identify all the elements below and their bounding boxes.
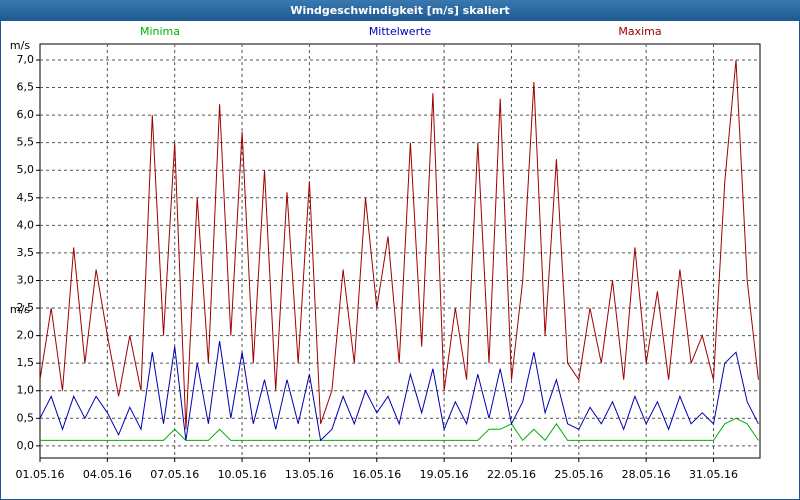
x-tick-label: 28.05.16 (622, 468, 671, 481)
x-tick-label: 10.05.16 (218, 468, 267, 481)
y-tick-label: 6,0 (17, 108, 35, 121)
x-tick-label: 13.05.16 (285, 468, 334, 481)
y-tick-label: 0,5 (17, 411, 35, 424)
y-tick-label: 4,0 (17, 218, 35, 231)
x-tick-label: 01.05.16 (16, 468, 65, 481)
legend-label: Minima (140, 25, 180, 38)
chart-title: Windgeschwindigkeit [m/s] skaliert (290, 4, 509, 17)
y-tick-label: 7,0 (17, 53, 35, 66)
y-unit-label: m/s (10, 39, 30, 52)
y-tick-label: 5,0 (17, 163, 35, 176)
series-line (40, 417, 759, 442)
title-bar (0, 0, 800, 21)
y-tick-label: 0,0 (17, 439, 35, 452)
plot-area (39, 43, 761, 459)
y-tick-label: 3,0 (17, 273, 35, 286)
y-tick-label: 1,0 (17, 384, 35, 397)
y-unit-label: m/s (10, 303, 30, 316)
series-line (39, 59, 759, 430)
y-tick-label: 1,5 (17, 356, 35, 369)
series-line (39, 341, 759, 442)
y-tick-label: 5,5 (17, 136, 35, 149)
y-tick-label: 4,5 (17, 191, 35, 204)
y-tick-label: 3,5 (17, 246, 35, 259)
x-tick-label: 25.05.16 (554, 468, 603, 481)
legend-label: Mittelwerte (369, 25, 432, 38)
y-tick-label: 2,0 (17, 329, 35, 342)
x-tick-label: 22.05.16 (487, 468, 536, 481)
x-tick-label: 07.05.16 (150, 468, 199, 481)
y-tick-label: 6,5 (17, 81, 35, 94)
y-tick-label: 2,5 (17, 301, 35, 314)
legend-label: Maxima (618, 25, 661, 38)
x-tick-label: 31.05.16 (689, 468, 738, 481)
x-tick-label: 19.05.16 (420, 468, 469, 481)
x-tick-label: 04.05.16 (83, 468, 132, 481)
x-tick-label: 16.05.16 (352, 468, 401, 481)
